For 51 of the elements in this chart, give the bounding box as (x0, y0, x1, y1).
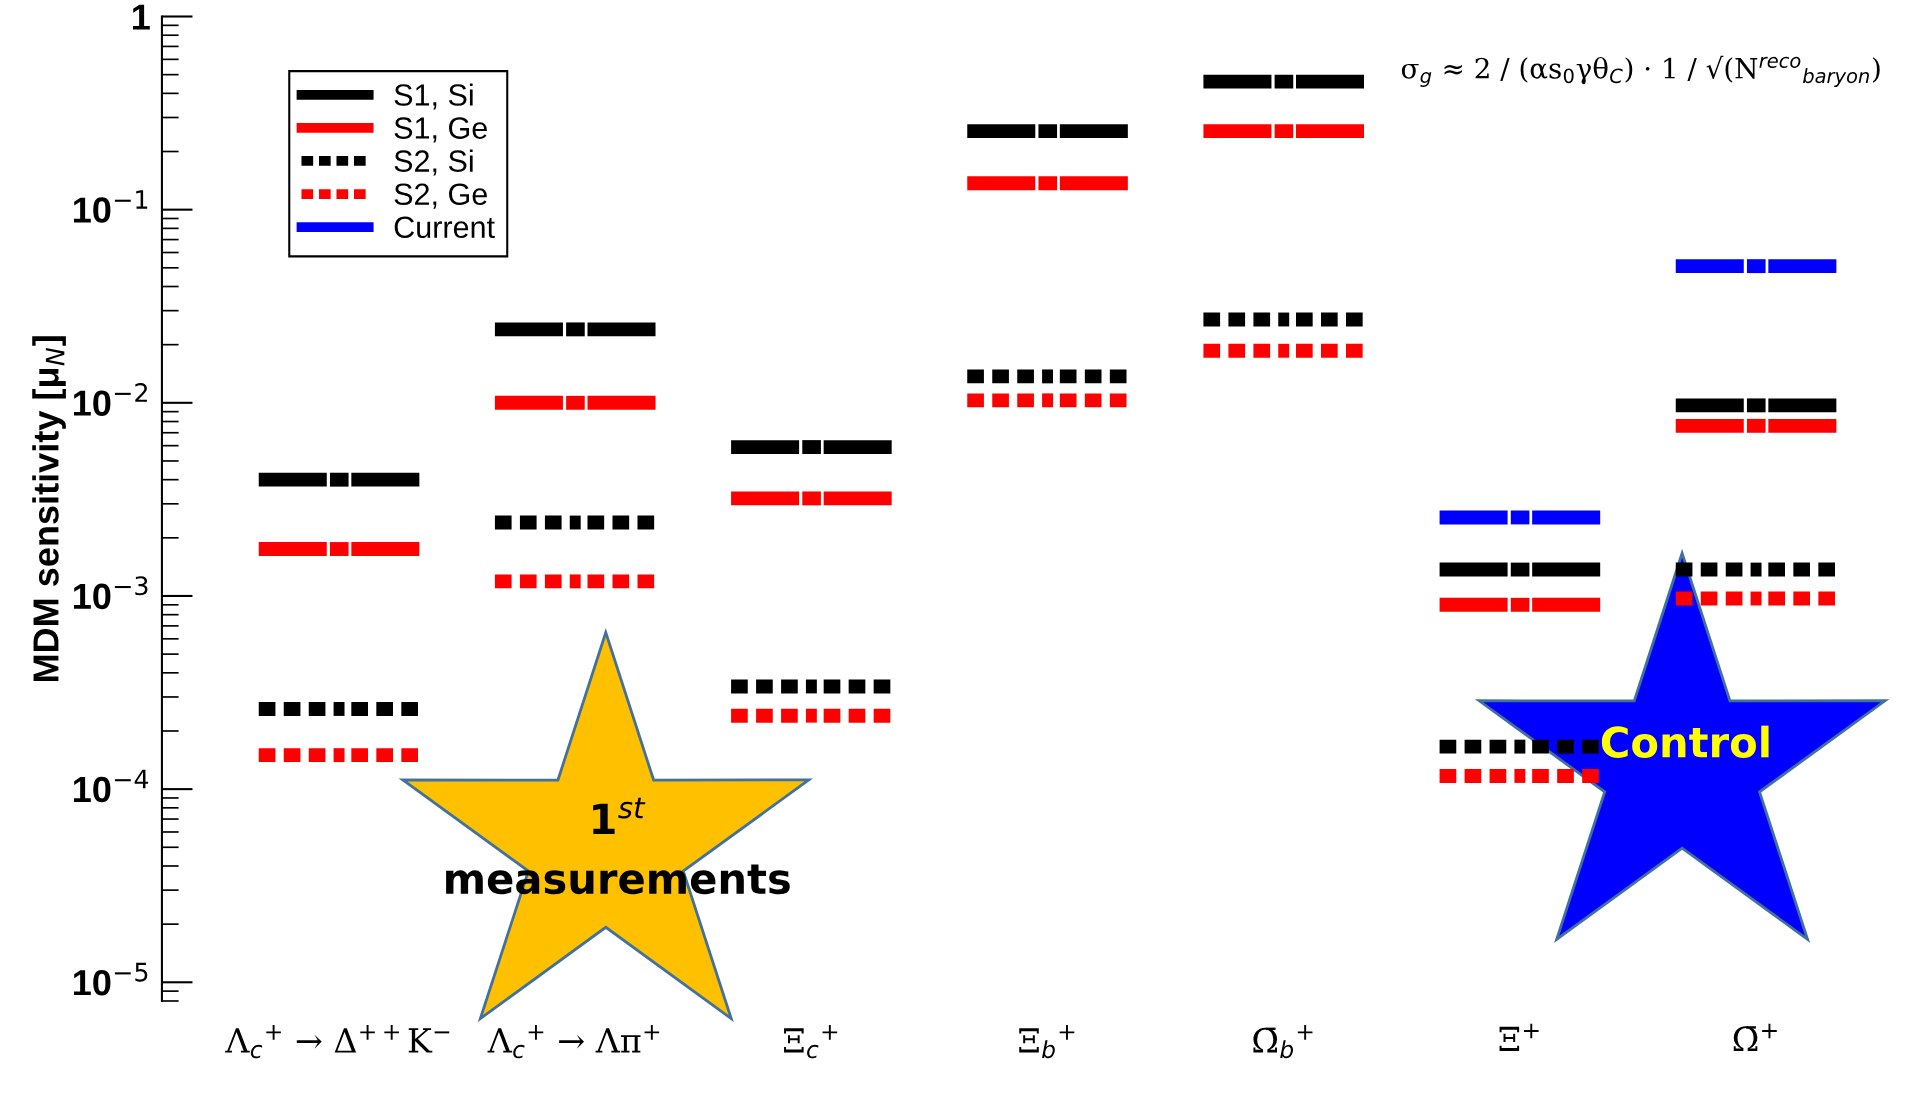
point (1274, 74, 1294, 89)
point (1750, 591, 1762, 606)
point (1746, 259, 1766, 274)
point (1274, 124, 1294, 139)
point (333, 702, 345, 716)
x-tick-label: Ξ$_{b}$$^{+}$ (1019, 1025, 1075, 1059)
text: σ$_{g}$ ≈ 2 / (αs$_{0}$γθ$_{C}$) · 1 / √(N$^{reco}$$_{baryon}$) (1401, 55, 1880, 87)
point (1514, 769, 1526, 783)
y-tick-label: 10$^{−5}$ (74, 962, 148, 996)
x-tick-label: Ξ$^{+}$ (1499, 1023, 1539, 1052)
point (1038, 124, 1058, 139)
point (1510, 510, 1530, 525)
legend-label: S1, Si (394, 83, 473, 110)
point (1278, 343, 1290, 358)
legend-label: S2, Si (394, 149, 473, 176)
point (1750, 562, 1762, 577)
point (1746, 398, 1766, 413)
point (1042, 369, 1054, 384)
legend-label: Current (394, 216, 495, 239)
point (805, 679, 817, 694)
point (802, 440, 821, 455)
x-tick-label: Λ$_{c}$$^{+}$ → Λπ$^{+}$ (487, 1025, 660, 1059)
x-tick-label: Λ$_{c}$$^{+}$ → Δ$^{++}$K$^{−}$ (225, 1025, 450, 1059)
point (805, 708, 817, 723)
x-tick-label: Ω̄$^{+}$ (1733, 1023, 1777, 1052)
point (333, 748, 345, 763)
y-tick-label: 10$^{−2}$ (74, 383, 147, 416)
y-tick-label: 10$^{−1}$ (74, 190, 148, 223)
legend-label: S2, Ge (394, 183, 487, 209)
x-tick-label: Ξ$_{c}$$^{+}$ (784, 1025, 838, 1059)
point (1278, 312, 1290, 327)
point (566, 395, 585, 410)
point (1510, 597, 1530, 612)
x-tick-label: Ω̄$_{b}$$^{+}$ (1253, 1025, 1313, 1059)
point (329, 472, 349, 487)
point (1042, 393, 1054, 408)
legend-label: S1, Ge (394, 117, 487, 143)
annotation: Control (1601, 725, 1769, 758)
y-axis-title: MDM sensitivity [μ$_{N}$] (32, 336, 66, 682)
point (1746, 418, 1766, 433)
point (569, 574, 581, 589)
y-tick-label: 1 (133, 4, 150, 30)
point (569, 515, 581, 530)
point (329, 542, 349, 556)
point (1038, 176, 1058, 191)
point (566, 322, 585, 337)
y-tick-label: 10$^{−3}$ (74, 576, 148, 610)
y-tick-label: 10$^{−4}$ (74, 769, 149, 803)
point (1510, 562, 1530, 577)
point (1514, 739, 1526, 754)
point (802, 491, 821, 506)
